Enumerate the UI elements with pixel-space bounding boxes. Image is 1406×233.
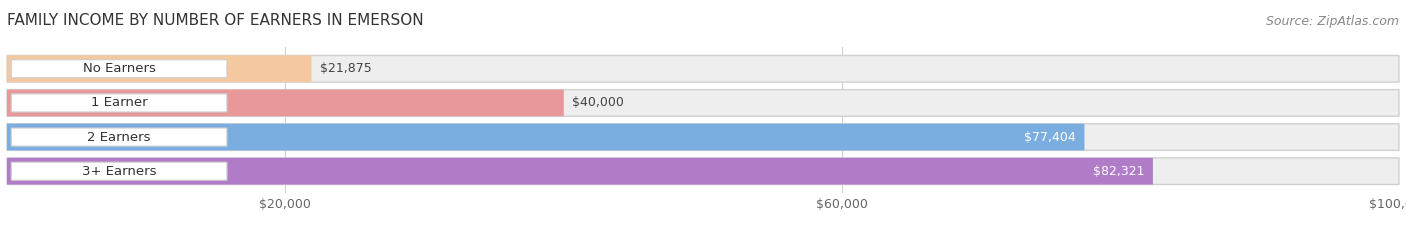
FancyBboxPatch shape bbox=[7, 55, 1399, 82]
FancyBboxPatch shape bbox=[11, 128, 226, 146]
Text: 1 Earner: 1 Earner bbox=[91, 96, 148, 110]
FancyBboxPatch shape bbox=[7, 55, 312, 82]
FancyBboxPatch shape bbox=[7, 90, 1399, 116]
FancyBboxPatch shape bbox=[11, 162, 226, 180]
Text: No Earners: No Earners bbox=[83, 62, 156, 75]
FancyBboxPatch shape bbox=[7, 90, 564, 116]
Text: 2 Earners: 2 Earners bbox=[87, 130, 150, 144]
Text: $82,321: $82,321 bbox=[1092, 165, 1144, 178]
FancyBboxPatch shape bbox=[7, 124, 1399, 150]
FancyBboxPatch shape bbox=[11, 94, 226, 112]
Text: $77,404: $77,404 bbox=[1025, 130, 1076, 144]
Text: Source: ZipAtlas.com: Source: ZipAtlas.com bbox=[1265, 14, 1399, 27]
Text: FAMILY INCOME BY NUMBER OF EARNERS IN EMERSON: FAMILY INCOME BY NUMBER OF EARNERS IN EM… bbox=[7, 13, 423, 27]
FancyBboxPatch shape bbox=[7, 158, 1153, 185]
FancyBboxPatch shape bbox=[11, 60, 226, 78]
FancyBboxPatch shape bbox=[7, 124, 1084, 150]
Text: $40,000: $40,000 bbox=[572, 96, 624, 110]
FancyBboxPatch shape bbox=[7, 158, 1399, 185]
Text: $21,875: $21,875 bbox=[321, 62, 371, 75]
Text: 3+ Earners: 3+ Earners bbox=[82, 165, 156, 178]
